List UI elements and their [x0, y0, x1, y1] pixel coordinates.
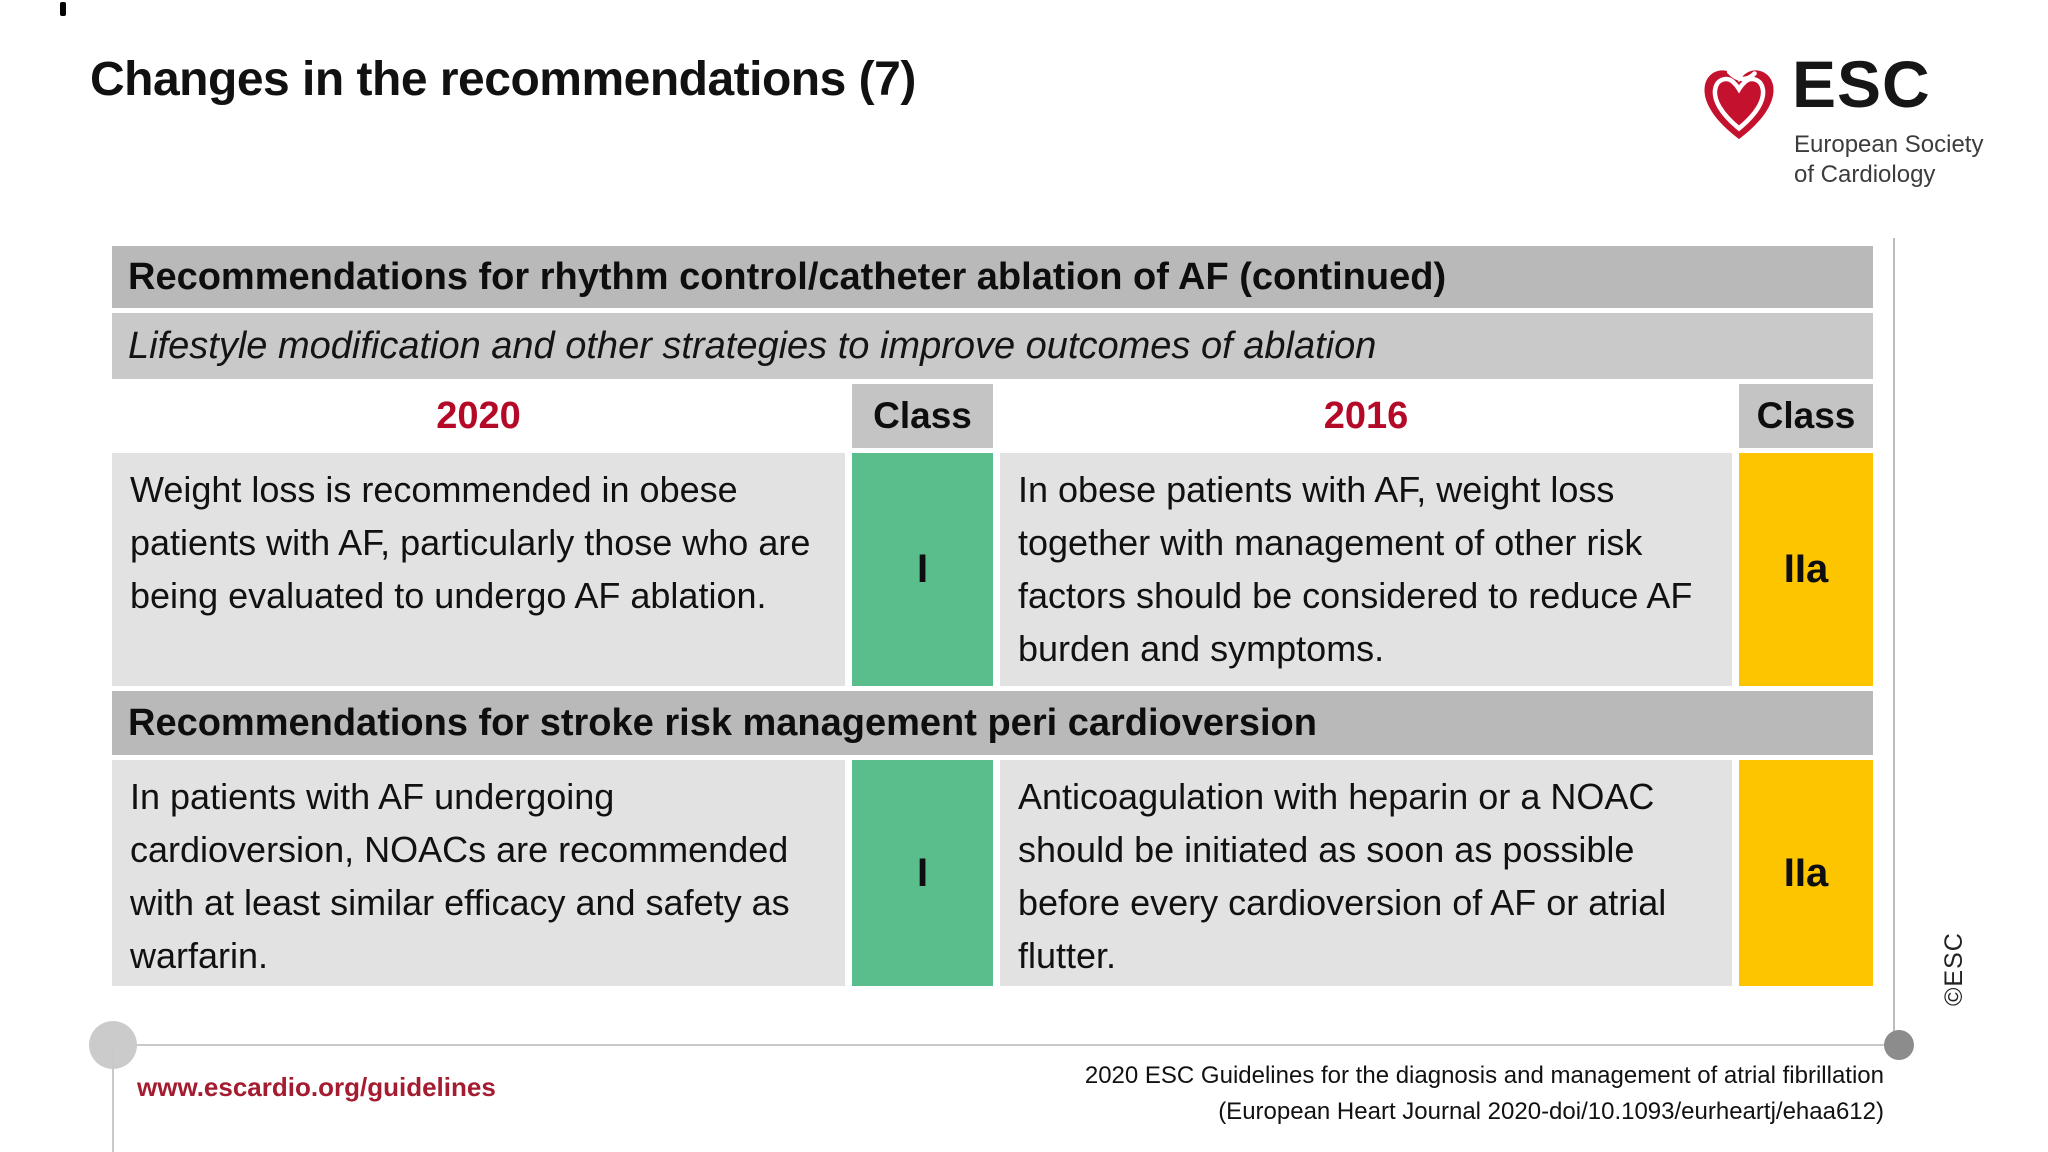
page-title: Changes in the recommendations (7): [90, 53, 916, 106]
row2-recommendation-2016: Anticoagulation with heparin or a NOAC s…: [1000, 760, 1732, 986]
citation-text: 2020 ESC Guidelines for the diagnosis an…: [900, 1058, 1884, 1130]
footer-right-circle: [1884, 1030, 1914, 1060]
table-header-row: Recommendations for rhythm control/cathe…: [112, 246, 1873, 308]
esc-logo-subtitle-line2: of Cardiology: [1794, 161, 1936, 188]
column-header-class-left: Class: [852, 384, 993, 448]
row1-recommendation-2016: In obese patients with AF, weight loss t…: [1000, 453, 1732, 686]
row1-class-2020-badge: I: [852, 453, 993, 686]
citation-line1: 2020 ESC Guidelines for the diagnosis an…: [1084, 1062, 1884, 1089]
esc-logo-subtitle: European Society of Cardiology: [1794, 130, 1983, 190]
screen-artifact-mark: [60, 2, 66, 16]
column-header-2020: 2020: [112, 384, 845, 448]
citation-line2: (European Heart Journal 2020-doi/10.1093…: [1218, 1098, 1884, 1125]
table-subheader-row: Lifestyle modification and other strateg…: [112, 313, 1873, 379]
footer-divider-line: [137, 1044, 1884, 1046]
table-section2-header-row: Recommendations for stroke risk manageme…: [112, 691, 1873, 755]
guidelines-link[interactable]: www.escardio.org/guidelines: [137, 1072, 496, 1102]
row2-class-2020-badge: I: [852, 760, 993, 986]
row2-recommendation-2020: In patients with AF undergoing cardiover…: [112, 760, 845, 986]
esc-logo-subtitle-line1: European Society: [1794, 131, 1984, 158]
right-border-line: [1893, 238, 1895, 1045]
row1-class-2016-badge: IIa: [1739, 453, 1873, 686]
copyright-label: ©ESC: [1940, 932, 1968, 1006]
footer-left-vertical-line: [112, 1045, 114, 1152]
column-header-2016: 2016: [1000, 384, 1732, 448]
row2-class-2016-badge: IIa: [1739, 760, 1873, 986]
esc-logo-acronym: ESC: [1792, 47, 1931, 121]
column-header-class-right: Class: [1739, 384, 1873, 448]
recommendations-table: Recommendations for rhythm control/cathe…: [112, 246, 1873, 986]
row1-recommendation-2020: Weight loss is recommended in obese pati…: [112, 453, 845, 686]
esc-heart-icon: [1704, 69, 1774, 140]
